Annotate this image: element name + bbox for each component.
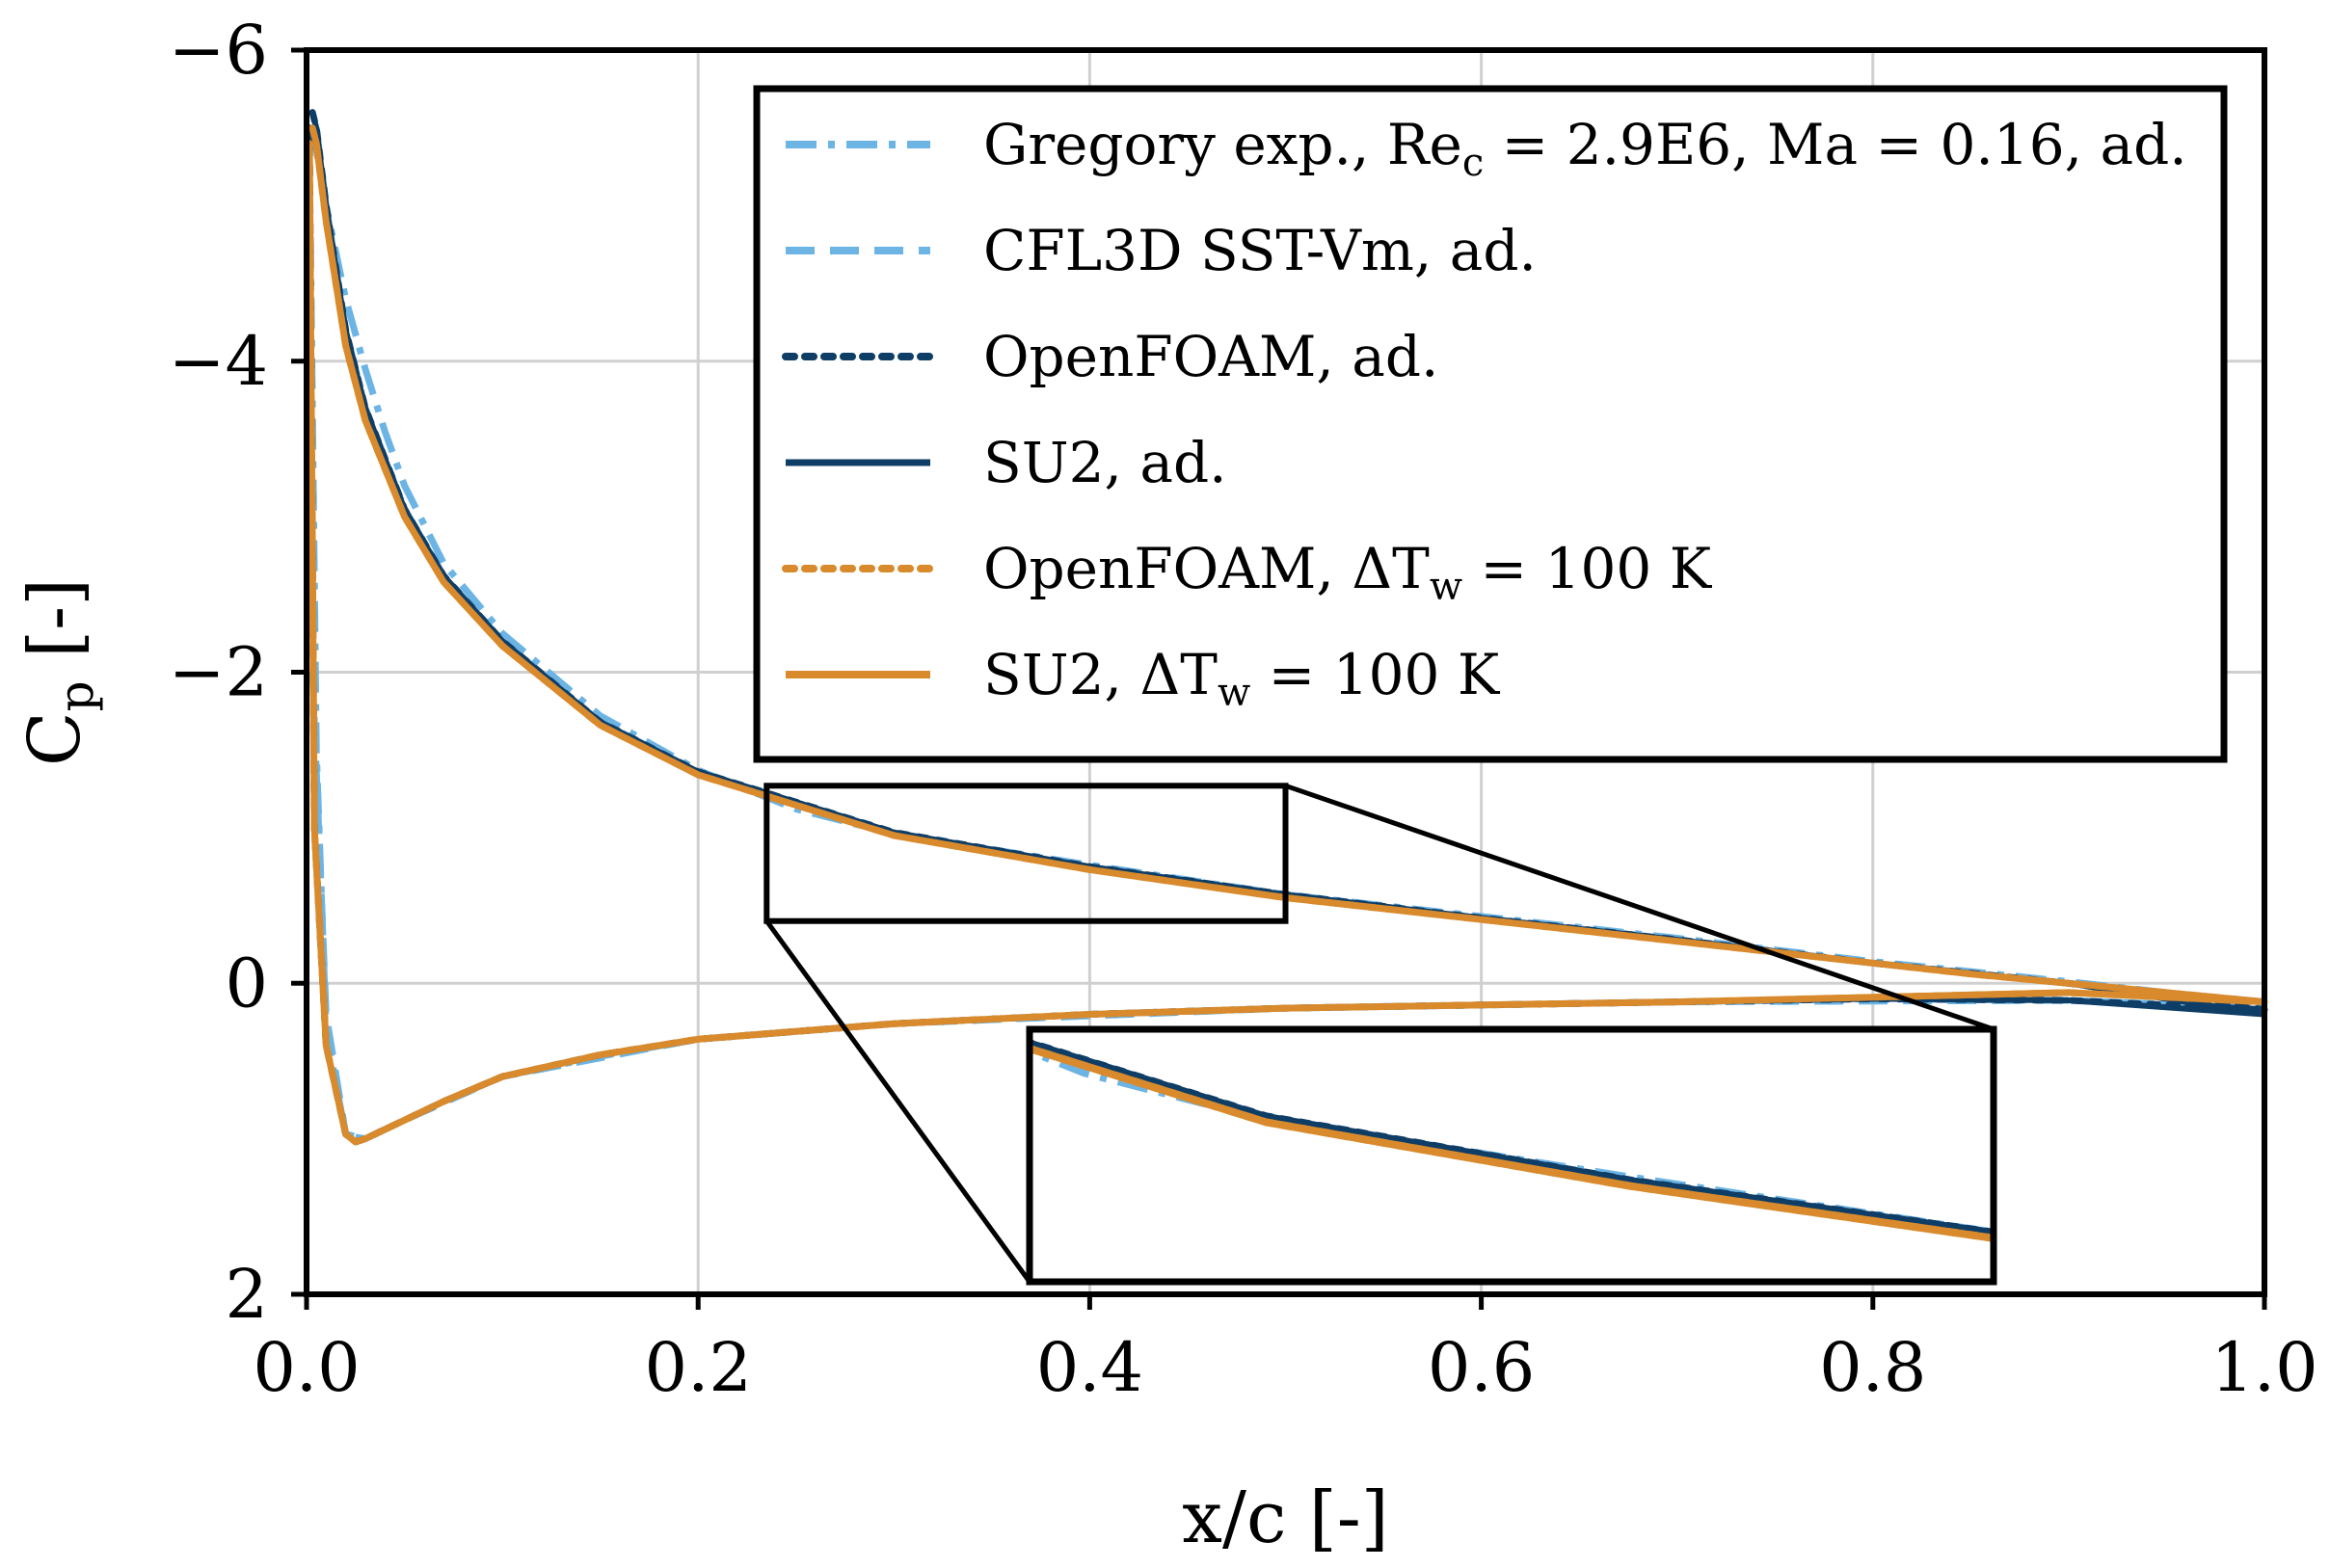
series-line-6-upper [308, 126, 2265, 1006]
legend-label-text: = 100 K [1250, 642, 1501, 707]
zoom-connector-bottom [764, 919, 1032, 1284]
y-tick-label: 0 [225, 943, 268, 1023]
x-tick-label: 0.0 [253, 1328, 360, 1407]
x-tick-label: 0.6 [1428, 1328, 1535, 1407]
legend-label-subscript: c [1462, 141, 1484, 185]
legend-label-3: OpenFOAM, ad. [983, 324, 1438, 389]
inset-frame [1026, 1025, 1997, 1286]
y-tick-label: 2 [225, 1255, 268, 1334]
legend-label-text: = 2.9E6, Ma = 0.16, ad. [1484, 112, 2186, 177]
x-tick-label: 0.2 [645, 1328, 752, 1407]
x-tick-label: 0.4 [1036, 1328, 1143, 1407]
legend-label-text: SU2, ΔT [983, 642, 1218, 707]
x-tick-label: 1.0 [2210, 1328, 2317, 1407]
legend-label-text: OpenFOAM, ad. [983, 324, 1438, 389]
y-axis-label-unit: [-] [13, 578, 96, 680]
y-tick-label: −6 [169, 11, 268, 90]
y-tick-label: −2 [169, 633, 268, 712]
legend-label-subscript: w [1430, 565, 1462, 609]
legend-label-2: CFL3D SST-Vm, ad. [983, 218, 1537, 283]
legend-label-text: SU2, ad. [983, 430, 1227, 495]
main-series-group [306, 109, 2268, 1146]
series-line-6-lower [306, 143, 2265, 1146]
legend-label-5: OpenFOAM, ΔTw = 100 K [983, 536, 1713, 609]
legend-label-subscript: w [1218, 671, 1250, 715]
legend-label-text: Gregory exp., Re [983, 112, 1462, 177]
axis-ticks: 0.0 0.2 0.4 0.6 0.8 1.0 −6 −4 −2 0 2 [169, 11, 2318, 1407]
x-axis-label: x/c [-] [1182, 1476, 1388, 1559]
legend-label-1: Gregory exp., Rec = 2.9E6, Ma = 0.16, ad… [983, 112, 2187, 185]
y-axis-label-sub: p [48, 680, 104, 711]
legend: Gregory exp., Rec = 2.9E6, Ma = 0.16, ad… [753, 85, 2228, 763]
y-axis-label-main: C [13, 711, 96, 766]
x-tick-label: 0.8 [1819, 1328, 1926, 1407]
legend-label-text: OpenFOAM, ΔT [983, 536, 1430, 601]
y-tick-label: −4 [169, 322, 268, 401]
legend-label-4: SU2, ad. [983, 430, 1227, 495]
y-axis-label: Cp [-] [13, 578, 104, 766]
zoom-connector-top [1284, 783, 1995, 1032]
legend-box [753, 85, 2228, 763]
legend-label-6: SU2, ΔTw = 100 K [983, 642, 1501, 715]
legend-label-text: = 100 K [1462, 536, 1713, 601]
zoom-source-box [763, 783, 1289, 924]
zoom-inset-group [763, 783, 1997, 1286]
legend-label-text: CFL3D SST-Vm, ad. [983, 218, 1537, 283]
